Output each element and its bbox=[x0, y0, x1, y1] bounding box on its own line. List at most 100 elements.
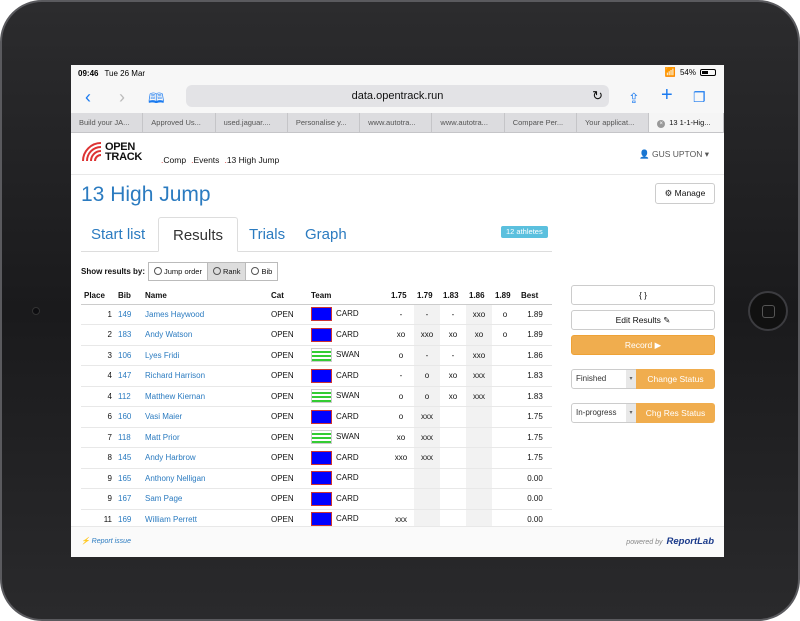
col-team: Team bbox=[308, 288, 388, 305]
bib-link[interactable]: 165 bbox=[115, 468, 142, 489]
bib-link[interactable]: 118 bbox=[115, 427, 142, 448]
athlete-name-link[interactable]: Anthony Nelligan bbox=[142, 468, 268, 489]
json-button[interactable]: { } bbox=[571, 285, 715, 305]
bib-link[interactable]: 112 bbox=[115, 386, 142, 407]
height-attempt-cell bbox=[440, 488, 466, 510]
nav-link-comp[interactable]: Comp bbox=[163, 155, 187, 165]
athlete-name-link[interactable]: Matthew Kiernan bbox=[142, 386, 268, 407]
best-cell: 1.86 bbox=[518, 345, 552, 366]
cat-cell: OPEN bbox=[268, 447, 308, 469]
cat-cell: OPEN bbox=[268, 488, 308, 510]
athlete-name-link[interactable]: Lyes Fridi bbox=[142, 345, 268, 366]
place-cell: 4 bbox=[81, 365, 115, 387]
close-tab-icon[interactable]: × bbox=[657, 120, 666, 128]
bib-link[interactable]: 183 bbox=[115, 324, 142, 346]
nav-link-events[interactable]: Events bbox=[193, 155, 220, 165]
user-menu[interactable]: 👤 GUS UPTON ▾ bbox=[639, 149, 709, 160]
option-bib[interactable]: Bib bbox=[245, 261, 279, 281]
record-button[interactable]: Record ▶ bbox=[571, 335, 715, 355]
cat-cell: OPEN bbox=[268, 365, 308, 387]
back-icon[interactable]: ‹ bbox=[85, 87, 91, 107]
reload-icon[interactable]: ↻ bbox=[592, 88, 603, 103]
table-row: 4 112 Matthew Kiernan OPEN SWAN o o xo xxx 1.83 bbox=[81, 386, 552, 407]
height-attempt-cell: xo bbox=[440, 365, 466, 387]
share-icon[interactable]: ⇪ bbox=[628, 90, 640, 106]
new-tab-icon[interactable]: + bbox=[661, 84, 673, 106]
athlete-name-link[interactable]: Richard Harrison bbox=[142, 365, 268, 387]
browser-tab[interactable]: × 13 1-1-Hig... bbox=[649, 113, 724, 132]
team-flag-icon bbox=[311, 430, 332, 445]
manage-button[interactable]: ⚙ Manage bbox=[655, 183, 715, 204]
height-attempt-cell: xo bbox=[440, 386, 466, 407]
athlete-name-link[interactable]: James Haywood bbox=[142, 304, 268, 325]
bib-link[interactable]: 160 bbox=[115, 406, 142, 428]
height-attempt-cell: - bbox=[440, 345, 466, 366]
opentrack-logo[interactable]: OPEN TRACK bbox=[81, 141, 142, 163]
tab-graph[interactable]: Graph bbox=[305, 226, 347, 243]
report-issue-link[interactable]: ⚡ Report issue bbox=[81, 538, 131, 545]
height-attempt-cell bbox=[414, 488, 440, 510]
cat-cell: OPEN bbox=[268, 324, 308, 346]
athlete-name-link[interactable]: Vasi Maier bbox=[142, 406, 268, 428]
caret-down-icon: ▾ bbox=[704, 149, 709, 159]
edit-results-button[interactable]: Edit Results ✎ bbox=[571, 310, 715, 330]
height-attempt-cell: - bbox=[414, 345, 440, 366]
table-row: 1 149 James Haywood OPEN CARD - - - xxo o 1.89 bbox=[81, 304, 552, 325]
bib-link[interactable]: 147 bbox=[115, 365, 142, 387]
bib-link[interactable]: 149 bbox=[115, 304, 142, 325]
place-cell: 9 bbox=[81, 488, 115, 510]
nav-link-event[interactable]: 13 High Jump bbox=[226, 155, 280, 165]
bib-link[interactable]: 167 bbox=[115, 488, 142, 510]
reportlab-logo: ReportLab bbox=[666, 536, 715, 547]
browser-tab[interactable]: www.autotra... bbox=[432, 113, 505, 132]
home-button[interactable] bbox=[748, 291, 788, 331]
tab-start-list[interactable]: Start list bbox=[91, 226, 146, 243]
height-attempt-cell bbox=[440, 406, 466, 428]
table-header-row: Place Bib Name Cat Team 1.75 1.79 1.83 1… bbox=[81, 288, 552, 305]
height-attempt-cell bbox=[466, 406, 492, 428]
athlete-name-link[interactable]: Sam Page bbox=[142, 488, 268, 510]
team-flag-icon bbox=[311, 327, 332, 342]
chg-res-status-button[interactable]: Chg Res Status bbox=[636, 403, 715, 423]
status-time: 09:46 bbox=[78, 68, 99, 78]
bib-link[interactable]: 145 bbox=[115, 447, 142, 469]
tab-trials[interactable]: Trials bbox=[249, 226, 286, 243]
table-row: 8 145 Andy Harbrow OPEN CARD xxo xxx 1.75 bbox=[81, 447, 552, 469]
browser-tab[interactable]: Your applicat... bbox=[577, 113, 650, 132]
height-attempt-cell bbox=[440, 468, 466, 489]
team-cell: CARD bbox=[308, 406, 388, 428]
option-rank[interactable]: Rank bbox=[206, 261, 247, 281]
url-bar[interactable]: data.opentrack.run ↻ bbox=[186, 85, 609, 107]
bookmarks-icon[interactable]: 🕮 bbox=[148, 90, 165, 106]
browser-tab[interactable]: www.autotra... bbox=[360, 113, 433, 132]
tabs-overview-icon[interactable]: ❐ bbox=[693, 89, 706, 105]
bib-link[interactable]: 106 bbox=[115, 345, 142, 366]
breadcrumb: .Comp .Events .13 High Jump bbox=[161, 155, 280, 165]
play-circle-icon: ▶ bbox=[654, 340, 662, 350]
height-attempt-cell bbox=[440, 447, 466, 469]
browser-tab[interactable]: used.jaguar.... bbox=[216, 113, 288, 132]
tab-results[interactable]: Results bbox=[158, 217, 238, 252]
cat-cell: OPEN bbox=[268, 468, 308, 489]
forward-icon[interactable]: › bbox=[119, 87, 125, 107]
height-attempt-cell: xo bbox=[388, 427, 414, 448]
status-select[interactable]: Finished ▾ bbox=[571, 369, 637, 389]
show-by-label: Show results by: bbox=[81, 266, 146, 276]
height-attempt-cell: xxx bbox=[414, 447, 440, 469]
browser-tab[interactable]: Build your JA... bbox=[71, 113, 144, 132]
option-jump-order[interactable]: Jump order bbox=[148, 261, 208, 281]
res-status-select[interactable]: In-progress ▾ bbox=[571, 403, 637, 423]
height-attempt-cell bbox=[414, 509, 440, 530]
height-attempt-cell: - bbox=[414, 304, 440, 325]
team-cell: CARD bbox=[308, 447, 388, 469]
change-status-button[interactable]: Change Status bbox=[636, 369, 715, 389]
browser-tab[interactable]: Compare Per... bbox=[505, 113, 577, 132]
athlete-name-link[interactable]: Andy Watson bbox=[142, 324, 268, 346]
athlete-name-link[interactable]: Matt Prior bbox=[142, 427, 268, 448]
height-attempt-cell: xxx bbox=[414, 427, 440, 448]
browser-tab[interactable]: Personalise y... bbox=[288, 113, 361, 132]
browser-tab[interactable]: Approved Us... bbox=[143, 113, 216, 132]
athlete-name-link[interactable]: Andy Harbrow bbox=[142, 447, 268, 469]
cat-cell: OPEN bbox=[268, 427, 308, 448]
